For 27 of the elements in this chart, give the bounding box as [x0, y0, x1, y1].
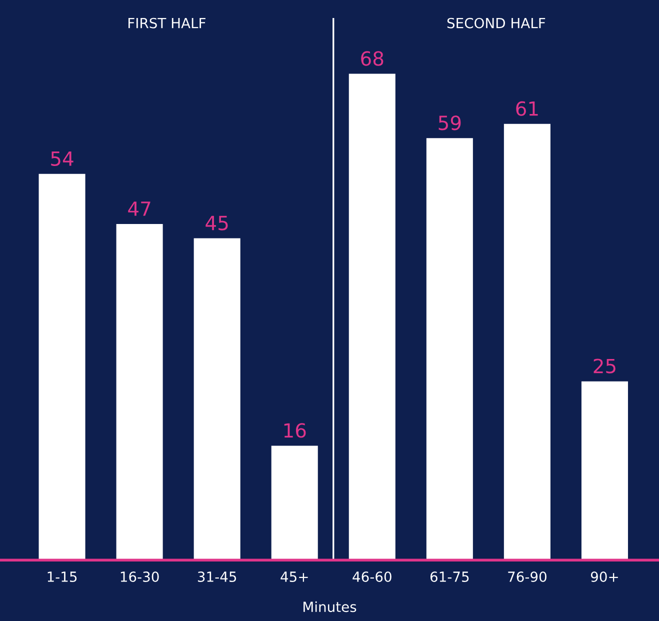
- x-tick-label: 90+: [590, 572, 618, 582]
- data-label: 47: [128, 202, 150, 216]
- text: SECOND HALF: [447, 18, 546, 28]
- x-tick-label: 76-90: [508, 572, 546, 582]
- x-tick-label: 61-75: [430, 572, 469, 582]
- bar: [504, 124, 550, 560]
- data-label: 61: [516, 101, 538, 116]
- bar: [194, 238, 240, 560]
- bar: [116, 224, 163, 560]
- data-label: 68: [361, 51, 384, 66]
- bar: [426, 138, 473, 560]
- bar: [271, 446, 318, 560]
- x-tick-label: 45+: [280, 572, 308, 582]
- data-label: 54: [51, 152, 74, 166]
- x-tick-label: 31-45: [198, 572, 236, 582]
- bar: [348, 74, 396, 560]
- data-label: 59: [438, 116, 461, 130]
- x-axis-title: Minutes: [304, 601, 356, 612]
- bar: [38, 174, 86, 560]
- bar: [581, 381, 628, 560]
- x-tick-label: 1-15: [48, 572, 77, 582]
- data-label: 16: [284, 423, 306, 438]
- data-label: 25: [594, 358, 616, 374]
- text: FIRST HALF: [128, 18, 206, 28]
- data-label: 45: [206, 216, 228, 230]
- x-tick-label: 46-60: [352, 572, 392, 582]
- x-tick-label: 16-30: [120, 572, 159, 582]
